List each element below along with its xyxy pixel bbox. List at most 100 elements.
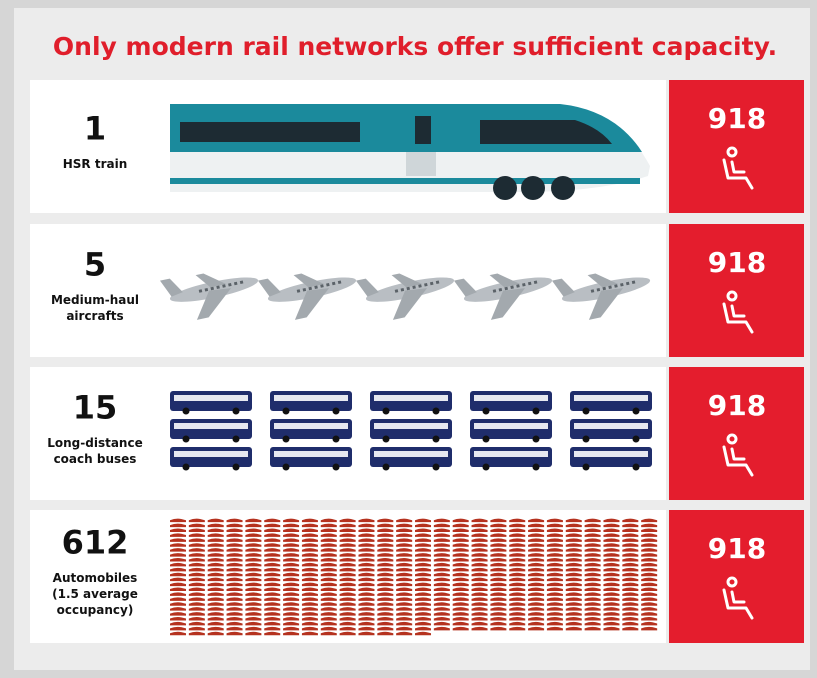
window bbox=[492, 289, 497, 293]
car bbox=[546, 567, 563, 572]
car bbox=[170, 572, 187, 577]
car bbox=[546, 548, 563, 552]
car bbox=[396, 538, 413, 542]
seat-head bbox=[726, 433, 738, 445]
seat-body bbox=[722, 158, 754, 190]
car bbox=[226, 572, 243, 577]
car bbox=[301, 587, 318, 592]
bus bbox=[170, 419, 252, 443]
car bbox=[415, 572, 432, 577]
car bbox=[415, 558, 432, 562]
car bbox=[396, 533, 413, 537]
car bbox=[396, 518, 413, 523]
car bbox=[603, 602, 620, 606]
car bbox=[415, 602, 432, 606]
car bbox=[509, 538, 526, 542]
car bbox=[584, 612, 601, 616]
wing bbox=[196, 288, 232, 320]
car bbox=[245, 548, 262, 552]
car bbox=[301, 582, 318, 587]
bus-wheel bbox=[632, 463, 640, 471]
car bbox=[358, 607, 375, 611]
car bbox=[170, 597, 187, 601]
car bbox=[641, 626, 658, 631]
car bbox=[283, 597, 300, 601]
car bbox=[433, 548, 450, 552]
car bbox=[264, 533, 281, 537]
car bbox=[301, 553, 318, 557]
car bbox=[415, 538, 432, 542]
car bbox=[622, 538, 639, 542]
car bbox=[358, 592, 375, 596]
car bbox=[546, 621, 563, 626]
window bbox=[400, 287, 405, 292]
car bbox=[377, 631, 394, 636]
car bbox=[546, 528, 563, 533]
car bbox=[320, 558, 337, 562]
car bbox=[471, 612, 488, 616]
car bbox=[320, 538, 337, 542]
car bbox=[528, 538, 545, 542]
seat-box bbox=[669, 224, 804, 357]
car bbox=[603, 523, 620, 528]
car bbox=[452, 587, 469, 592]
car bbox=[641, 617, 658, 621]
label: Medium-haul bbox=[51, 293, 139, 307]
car bbox=[546, 617, 563, 621]
car bbox=[546, 607, 563, 611]
car bbox=[452, 528, 469, 533]
rows: 1 HSR train 918 5 Medium-haul aircrafts 918 15 L… bbox=[30, 80, 804, 643]
car bbox=[283, 577, 300, 582]
wing bbox=[293, 273, 325, 288]
car bbox=[584, 523, 601, 528]
car bbox=[396, 572, 413, 577]
car bbox=[546, 612, 563, 616]
car bbox=[528, 621, 545, 626]
car bbox=[188, 538, 205, 542]
car bbox=[396, 523, 413, 528]
bus-wheel bbox=[632, 435, 640, 443]
bus-wheel bbox=[432, 435, 440, 443]
car bbox=[320, 523, 337, 528]
car bbox=[320, 518, 337, 523]
car bbox=[207, 567, 224, 572]
car bbox=[433, 553, 450, 557]
seat-icon bbox=[722, 433, 754, 477]
bus-windows bbox=[174, 451, 248, 457]
car bbox=[622, 548, 639, 552]
car bbox=[245, 617, 262, 621]
car bbox=[415, 612, 432, 616]
car bbox=[509, 626, 526, 631]
car bbox=[565, 538, 582, 542]
car bbox=[622, 533, 639, 537]
bus-wheel bbox=[182, 407, 190, 415]
car bbox=[433, 538, 450, 542]
car bbox=[245, 592, 262, 596]
car bbox=[358, 533, 375, 537]
car bbox=[301, 518, 318, 523]
bus-wheel bbox=[182, 463, 190, 471]
seats: 918 bbox=[708, 246, 766, 279]
car bbox=[188, 577, 205, 582]
car bbox=[584, 543, 601, 547]
car bbox=[546, 592, 563, 596]
bus-wheel bbox=[482, 463, 490, 471]
car bbox=[622, 626, 639, 631]
car bbox=[283, 567, 300, 572]
car bbox=[301, 631, 318, 636]
car bbox=[528, 587, 545, 592]
car bbox=[283, 612, 300, 616]
car bbox=[264, 553, 281, 557]
window bbox=[210, 286, 215, 291]
car bbox=[584, 518, 601, 523]
car bbox=[433, 528, 450, 533]
car bbox=[377, 533, 394, 537]
car bbox=[641, 558, 658, 562]
car bbox=[226, 538, 243, 542]
car bbox=[226, 543, 243, 547]
car bbox=[603, 558, 620, 562]
car bbox=[622, 523, 639, 528]
window bbox=[308, 286, 313, 291]
car bbox=[358, 626, 375, 631]
car bbox=[490, 518, 507, 523]
